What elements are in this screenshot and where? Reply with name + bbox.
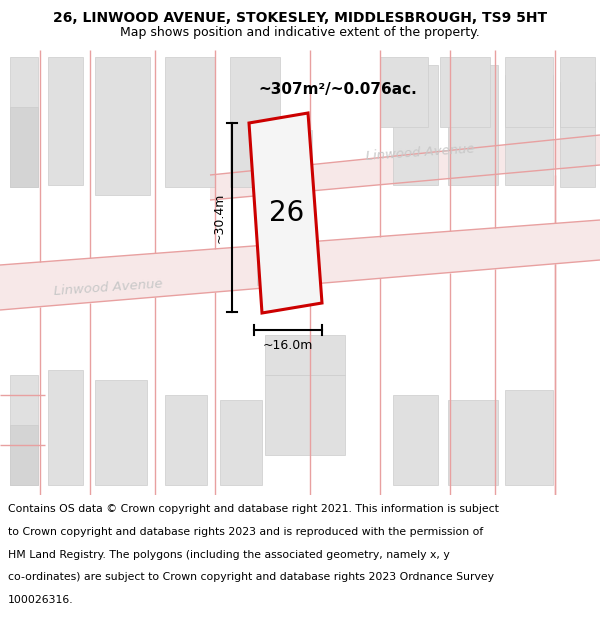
Bar xyxy=(230,57,280,187)
Bar xyxy=(393,65,438,185)
Bar xyxy=(257,225,312,285)
Bar xyxy=(10,425,38,485)
Text: Map shows position and indicative extent of the property.: Map shows position and indicative extent… xyxy=(120,26,480,39)
Text: ~30.4m: ~30.4m xyxy=(213,192,226,242)
Bar xyxy=(10,375,38,485)
Text: Linwood Avenue: Linwood Avenue xyxy=(365,142,475,163)
Text: Contains OS data © Crown copyright and database right 2021. This information is : Contains OS data © Crown copyright and d… xyxy=(8,504,499,514)
Text: ~307m²/~0.076ac.: ~307m²/~0.076ac. xyxy=(258,82,417,97)
Polygon shape xyxy=(210,135,600,200)
Polygon shape xyxy=(249,113,322,313)
Bar xyxy=(48,370,83,485)
Bar xyxy=(10,57,38,187)
Bar xyxy=(95,380,147,485)
Bar xyxy=(220,400,262,485)
Bar xyxy=(265,375,345,455)
Bar xyxy=(265,335,345,375)
Bar xyxy=(393,395,438,485)
Bar xyxy=(10,107,38,187)
Text: 26: 26 xyxy=(269,199,305,227)
Polygon shape xyxy=(0,220,600,310)
Text: co-ordinates) are subject to Crown copyright and database rights 2023 Ordnance S: co-ordinates) are subject to Crown copyr… xyxy=(8,572,494,582)
Text: to Crown copyright and database rights 2023 and is reproduced with the permissio: to Crown copyright and database rights 2… xyxy=(8,527,483,537)
Bar xyxy=(448,65,498,185)
Text: 26, LINWOOD AVENUE, STOKESLEY, MIDDLESBROUGH, TS9 5HT: 26, LINWOOD AVENUE, STOKESLEY, MIDDLESBR… xyxy=(53,11,547,25)
Bar xyxy=(95,57,150,195)
Bar xyxy=(440,57,490,127)
Bar xyxy=(505,390,553,485)
Bar xyxy=(560,57,595,127)
Bar xyxy=(505,75,553,185)
Bar xyxy=(48,57,83,185)
Text: ~16.0m: ~16.0m xyxy=(263,339,313,352)
Bar xyxy=(560,82,595,187)
Bar xyxy=(505,57,553,127)
Bar xyxy=(448,400,498,485)
Text: HM Land Registry. The polygons (including the associated geometry, namely x, y: HM Land Registry. The polygons (includin… xyxy=(8,549,449,559)
Bar xyxy=(257,130,312,200)
Bar xyxy=(380,57,428,127)
Bar xyxy=(165,395,207,485)
Bar xyxy=(165,57,215,187)
Text: Linwood Avenue: Linwood Avenue xyxy=(53,278,163,298)
Text: 100026316.: 100026316. xyxy=(8,595,73,605)
